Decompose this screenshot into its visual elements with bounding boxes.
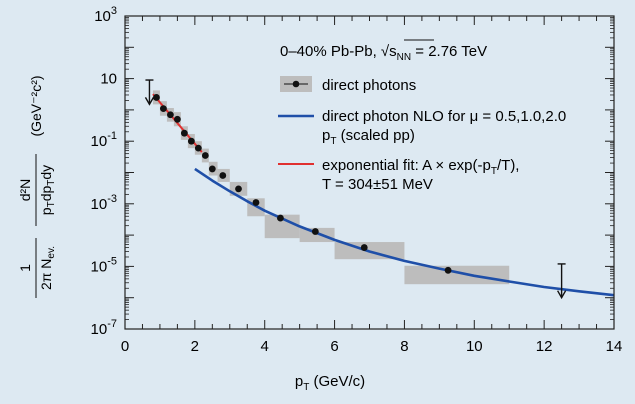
y-axis-ticks: 103 10 10-1 10-3 10-5 10-7 bbox=[91, 5, 614, 338]
syst-box bbox=[264, 214, 300, 239]
y-label-frac2-num: d²N bbox=[17, 179, 33, 202]
x-axis-ticks: 0 2 4 6 8 10 12 14 bbox=[121, 16, 623, 355]
x-tick-label: 0 bbox=[121, 338, 129, 355]
x-tick-label: 2 bbox=[191, 338, 199, 355]
x-tick-label: 8 bbox=[400, 338, 408, 355]
x-tick-label: 14 bbox=[606, 338, 623, 355]
y-tick-label: 10-1 bbox=[91, 130, 117, 150]
data-point bbox=[219, 172, 227, 179]
legend-marker-direct-photons bbox=[292, 80, 300, 88]
data-point bbox=[444, 266, 452, 274]
y-axis-label: 1 2π Nev. d²N pTdpTdy (GeV⁻²c²) bbox=[17, 75, 57, 298]
nlo-curve-layer bbox=[194, 167, 615, 297]
upper-limit-arrow bbox=[144, 97, 155, 106]
data-point bbox=[360, 244, 368, 251]
x-tick-label: 10 bbox=[466, 338, 483, 355]
x-tick-label: 12 bbox=[536, 338, 553, 355]
data-point bbox=[173, 115, 181, 123]
data-point bbox=[277, 214, 284, 222]
data-point bbox=[252, 199, 260, 206]
y-tick-label: 103 bbox=[94, 5, 117, 25]
data-point bbox=[235, 185, 242, 193]
data-point bbox=[160, 105, 167, 113]
data-point bbox=[180, 129, 188, 137]
fit-line-layer bbox=[152, 93, 203, 153]
data-point bbox=[208, 165, 216, 173]
legend-label-nlo: direct photon NLO for μ = 0.5,1.0,2.0 bbox=[322, 108, 566, 125]
x-axis-label: pT (GeV/c) bbox=[295, 373, 365, 393]
data-point bbox=[311, 228, 319, 235]
chart-title: 0–40% Pb-Pb, √sNN = 2.76 TeV bbox=[280, 43, 487, 63]
data-point bbox=[201, 152, 209, 159]
syst-box bbox=[404, 265, 510, 285]
data-point bbox=[187, 137, 195, 145]
y-tick-label: 10-5 bbox=[91, 255, 117, 275]
data-points-layer bbox=[153, 94, 452, 274]
legend-label-fit-line2: T = 304±51 MeV bbox=[322, 176, 433, 193]
y-label-units: (GeV⁻²c²) bbox=[28, 75, 44, 136]
exponential-fit-line bbox=[152, 93, 203, 153]
nlo-curve bbox=[194, 167, 615, 297]
upper-limit-arrow bbox=[556, 290, 567, 300]
upper-limits-layer bbox=[144, 79, 567, 300]
y-tick-label: 10-7 bbox=[91, 318, 117, 338]
legend: direct photons direct photon NLO for μ =… bbox=[278, 76, 566, 193]
legend-label-fit: exponential fit: A × exp(-pT/T), bbox=[322, 157, 519, 177]
x-tick-label: 6 bbox=[330, 338, 338, 355]
data-point bbox=[167, 111, 174, 119]
data-point bbox=[153, 94, 160, 101]
y-label-frac1-den: 2π Nev. bbox=[38, 246, 57, 290]
y-label-frac1-num: 1 bbox=[17, 264, 33, 272]
x-tick-label: 4 bbox=[261, 338, 269, 355]
syst-box bbox=[299, 227, 335, 243]
legend-label-nlo-line2: pT (scaled pp) bbox=[322, 127, 415, 147]
y-tick-label: 10 bbox=[100, 71, 117, 88]
y-label-frac2-den: pTdpTdy bbox=[38, 165, 57, 215]
y-tick-label: 10-3 bbox=[91, 193, 117, 213]
data-point bbox=[194, 144, 202, 152]
legend-label-direct-photons: direct photons bbox=[322, 77, 416, 94]
